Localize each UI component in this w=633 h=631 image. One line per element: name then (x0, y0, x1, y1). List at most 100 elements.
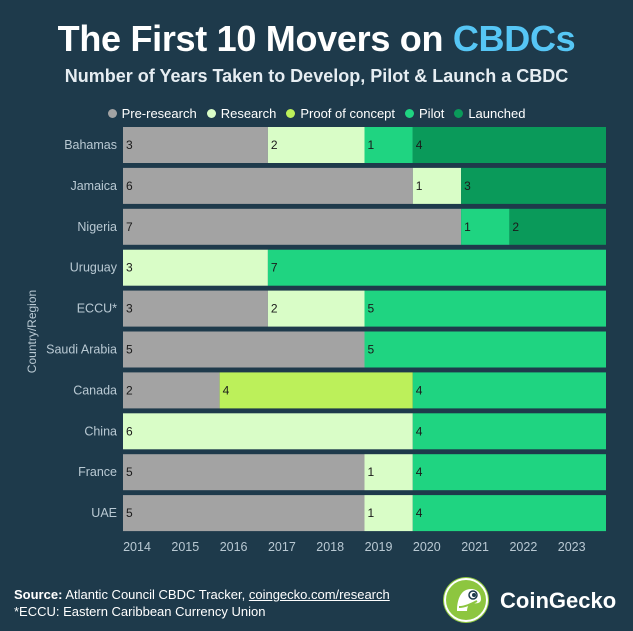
segment-value-label: 5 (126, 343, 133, 357)
bar-segment (123, 290, 268, 327)
category-label: Saudi Arabia (46, 343, 117, 357)
legend-swatch (107, 109, 117, 118)
segment-value-label: 1 (368, 506, 375, 520)
source-credit: Source: Atlantic Council CBDC Tracker, c… (14, 587, 390, 602)
main-title: The First 10 Movers on CBDCs (0, 18, 633, 60)
segment-value-label: 4 (416, 506, 423, 520)
legend-label: Launched (468, 106, 526, 121)
legend-item-launched: Launched (454, 106, 525, 121)
segment-value-label: 2 (512, 220, 519, 234)
bar-segment (267, 249, 606, 286)
y-axis-title: Country/Region (25, 290, 39, 373)
legend-label: Proof of concept (300, 106, 396, 121)
bar-segment (509, 208, 606, 245)
segment-value-label: 5 (126, 506, 133, 520)
bar-segment (412, 454, 606, 491)
segment-value-label: 1 (416, 179, 423, 193)
bar-segment (412, 372, 606, 409)
gecko-icon (443, 577, 489, 623)
category-label: Canada (73, 383, 117, 397)
x-tick-label: 2017 (268, 540, 296, 554)
legend-item-proof-of-concept: Proof of concept (286, 106, 395, 121)
legend-swatch (454, 109, 464, 118)
bar-segment (123, 454, 365, 491)
bar-segment (461, 167, 606, 204)
bar-segment (123, 495, 365, 532)
subtitle: Number of Years Taken to Develop, Pilot … (64, 66, 569, 86)
bar-segment (364, 127, 413, 163)
segment-value-label: 5 (126, 465, 133, 479)
segment-value-label: 4 (416, 383, 423, 397)
segment-value-label: 4 (223, 383, 230, 397)
bar-segment (412, 127, 606, 163)
bar-segment (123, 127, 268, 163)
segment-value-label: 1 (368, 465, 375, 479)
legend-item-research: Research (206, 106, 277, 121)
gecko-glyph (444, 578, 488, 622)
legend-label: Pilot (419, 106, 445, 121)
stacked-bar-chart: Country/Region Bahamas 3 2 1 4 Jamaica 6 1 3 Niger… (25, 127, 606, 554)
segment-value-label: 3 (126, 302, 133, 316)
segment-value-label: 6 (126, 179, 133, 193)
segment-value-label: 2 (126, 383, 133, 397)
segment-value-label: 5 (368, 302, 375, 316)
legend-swatch (206, 109, 216, 118)
bar-segment (123, 249, 268, 286)
segment-value-label: 3 (464, 179, 471, 193)
x-tick-label: 2018 (316, 540, 344, 554)
bar-segment (412, 413, 606, 450)
segment-value-label: 4 (416, 138, 423, 152)
bar-segment (123, 372, 220, 409)
segment-value-label: 2 (271, 138, 278, 152)
source-label: Source: (14, 587, 63, 602)
category-label: Jamaica (70, 179, 117, 193)
segment-value-label: 5 (368, 343, 375, 357)
bar-segment (123, 167, 413, 204)
category-label: UAE (91, 506, 117, 520)
bar-segment (219, 372, 413, 409)
chart-legend: Pre-research Research Proof of concept P… (0, 106, 633, 121)
bar-segment (123, 208, 462, 245)
segment-value-label: 4 (416, 424, 423, 438)
footnote: *ECCU: Eastern Caribbean Currency Union (14, 604, 266, 619)
category-label: ECCU* (77, 302, 117, 316)
segment-value-label: 1 (368, 138, 375, 152)
legend-item-pre-research: Pre-research (107, 106, 197, 121)
legend-swatch (286, 109, 296, 118)
bar-segment (461, 208, 510, 245)
category-label: Bahamas (64, 138, 117, 152)
bar-segment (364, 290, 606, 327)
bar-segment (364, 495, 413, 532)
x-tick-label: 2021 (461, 540, 489, 554)
category-label: China (84, 424, 117, 438)
bar-segment (123, 331, 365, 368)
legend-swatch (405, 109, 415, 118)
source-link[interactable]: coingecko.com/research (248, 587, 390, 602)
bar-segment (412, 167, 462, 204)
segment-value-label: 4 (416, 465, 423, 479)
x-tick-label: 2016 (220, 540, 248, 554)
x-tick-label: 2014 (123, 540, 151, 554)
segment-value-label: 7 (271, 261, 278, 275)
x-tick-label: 2023 (558, 540, 586, 554)
source-text: Atlantic Council CBDC Tracker, (65, 587, 246, 602)
brand-name: CoinGecko (500, 588, 617, 613)
category-label: Nigeria (77, 220, 117, 234)
bar-segment (364, 331, 606, 368)
legend-label: Pre-research (121, 106, 197, 121)
x-tick-label: 2022 (509, 540, 537, 554)
category-label: France (78, 465, 117, 479)
segment-value-label: 3 (126, 261, 133, 275)
x-tick-label: 2020 (413, 540, 441, 554)
title-highlight: CBDCs (452, 18, 576, 59)
category-label: Uruguay (70, 261, 118, 275)
x-tick-label: 2019 (365, 540, 393, 554)
legend-label: Research (220, 106, 277, 121)
legend-item-pilot: Pilot (405, 106, 444, 121)
x-tick-label: 2015 (171, 540, 199, 554)
bar-segment (267, 290, 365, 327)
bar-segment (123, 413, 413, 450)
segment-value-label: 3 (126, 138, 133, 152)
segment-value-label: 1 (464, 220, 471, 234)
